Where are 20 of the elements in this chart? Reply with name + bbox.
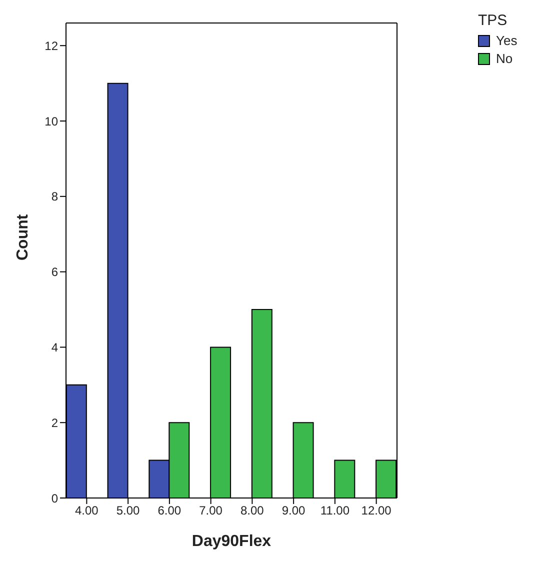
y-tick-label: 2 [51,416,58,430]
y-tick-label: 0 [51,491,58,506]
y-tick-label: 10 [44,114,58,128]
y-tick-label: 8 [51,190,58,204]
x-tick-label: 6.00 [158,504,182,518]
x-tick-label: 8.00 [240,504,264,518]
y-tick-label: 4 [51,340,58,354]
x-axis-title: Day90Flex [192,533,272,550]
x-tick-label: 7.00 [199,504,223,518]
y-axis-title: Count [14,214,32,260]
legend-label: Yes [495,33,518,48]
x-tick-label: 11.00 [320,504,350,518]
x-tick-label: 12.00 [361,504,392,518]
x-tick-label: 4.00 [75,504,99,518]
y-tick-label: 12 [44,38,58,53]
x-tick-label: 9.00 [282,504,306,518]
y-tick-label: 6 [51,265,58,280]
legend-title: TPS [478,12,508,29]
x-tick-label: 5.00 [116,504,140,518]
legend-label: No [495,51,514,66]
